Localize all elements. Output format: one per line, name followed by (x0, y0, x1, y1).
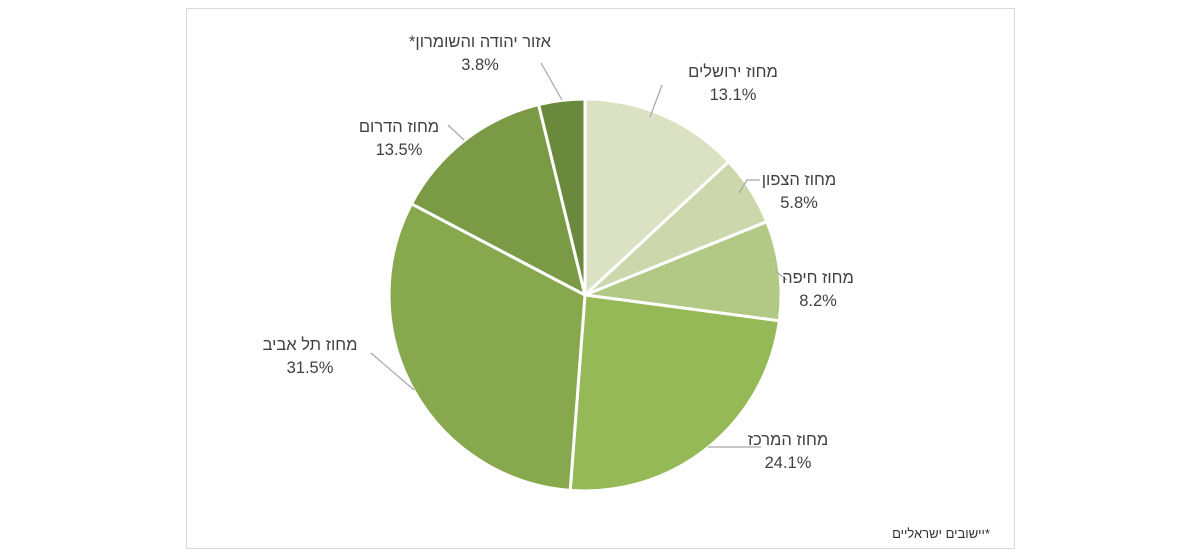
slice-label-name: אזור יהודה והשומרון* (409, 33, 551, 51)
slice-label-name: מחוז חיפה (782, 269, 854, 287)
slice-label-value: 13.1% (709, 86, 757, 104)
slice-label-value: 3.8% (461, 56, 499, 74)
leader-line-tel-aviv (370, 352, 415, 391)
slice-label-value: 5.8% (780, 194, 818, 212)
slice-label-value: 24.1% (764, 454, 812, 472)
slice-label-judea-samaria: אזור יהודה והשומרון* 3.8% (409, 31, 551, 77)
slice-label-name: מחוז הצפון (761, 171, 837, 189)
chart-footnote: *יישובים ישראליים (892, 526, 990, 541)
leader-line-south (447, 124, 465, 141)
slice-label-haifa: מחוז חיפה 8.2% (782, 267, 854, 313)
pie-slice-jerusalem (583, 97, 731, 297)
slice-label-value: 8.2% (799, 292, 837, 310)
leader-line-north (738, 179, 760, 194)
slice-label-tel-aviv: מחוז תל אביב 31.5% (263, 334, 358, 380)
pie-slice-south (410, 103, 587, 297)
slice-label-value: 13.5% (375, 141, 423, 159)
slice-label-value: 31.5% (286, 359, 334, 377)
slice-label-center: מחוז המרכז 24.1% (748, 429, 829, 475)
leader-line-judea-samaria (540, 62, 563, 101)
slice-label-south: מחוז הדרום 13.5% (359, 116, 439, 162)
slice-label-name: מחוז המרכז (747, 431, 829, 449)
leader-line-jerusalem (649, 84, 663, 118)
pie-chart-frame: מחוז ירושלים 13.1% מחוז הצפון 5.8% מחוז חיפה… (186, 8, 1015, 549)
slice-label-name: מחוז תל אביב (262, 336, 358, 354)
slice-label-jerusalem: מחוז ירושלים 13.1% (688, 61, 778, 107)
slice-label-north: מחוז הצפון 5.8% (762, 169, 836, 215)
pie-chart (370, 62, 788, 493)
pie-slice-judea-samaria (537, 97, 587, 297)
leader-line-haifa (774, 270, 788, 281)
slice-label-name: מחוז ירושלים (688, 63, 778, 81)
pie-slice-haifa (583, 220, 783, 323)
slice-label-name: מחוז הדרום (358, 118, 440, 136)
